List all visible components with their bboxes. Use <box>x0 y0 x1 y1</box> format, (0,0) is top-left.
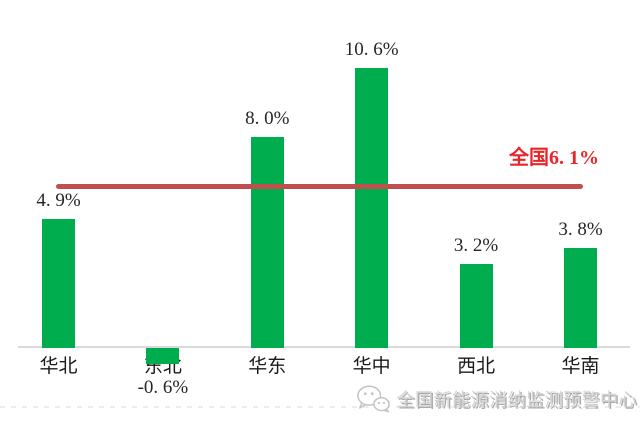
watermark-text: 全国新能源消纳监测预警中心 <box>396 389 637 410</box>
watermark: 全国新能源消纳监测预警中心 <box>356 384 638 413</box>
national-average-reference-line <box>56 184 583 190</box>
bar-东北 <box>146 348 180 364</box>
value-label-东北: -0. 6% <box>137 376 189 398</box>
dashed-divider-line <box>0 406 640 408</box>
category-label-西北: 西北 <box>457 356 496 377</box>
value-label-华中: 10. 6% <box>344 39 399 61</box>
bar-西北 <box>459 263 493 348</box>
category-label-华南: 华南 <box>561 356 600 377</box>
bar-华中 <box>355 68 389 348</box>
category-label-华东: 华东 <box>248 356 287 377</box>
value-label-华南: 3. 8% <box>558 218 603 240</box>
bar-华东 <box>250 136 284 348</box>
bar-华南 <box>564 247 597 348</box>
value-label-华北: 4. 9% <box>36 189 81 211</box>
x-axis-line <box>18 346 630 348</box>
category-label-华北: 华北 <box>39 356 78 377</box>
wechat-icon <box>356 384 390 413</box>
national-average-label: 全国6. 1% <box>509 147 599 169</box>
value-label-华东: 8. 0% <box>245 107 290 129</box>
bar-华北 <box>42 218 75 348</box>
category-label-华中: 华中 <box>352 356 391 377</box>
value-label-西北: 3. 2% <box>453 234 499 256</box>
